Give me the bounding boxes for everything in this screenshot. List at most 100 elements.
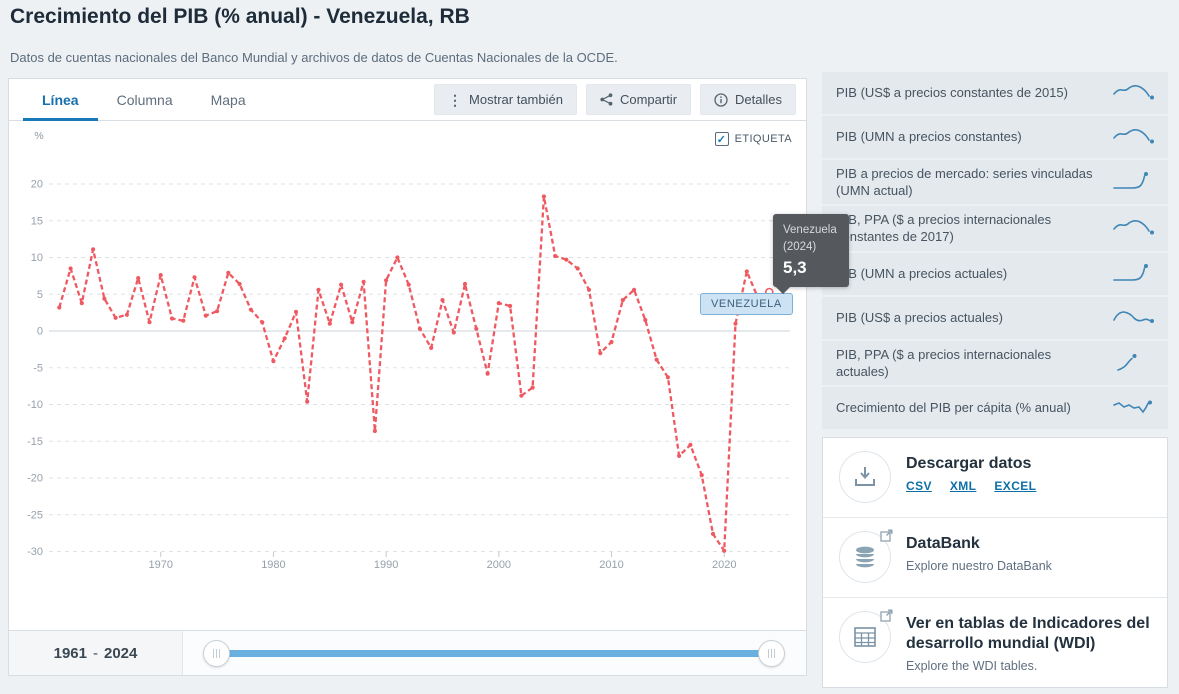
data-point[interactable]	[406, 282, 411, 287]
download-link-excel[interactable]: EXCEL	[994, 479, 1037, 493]
databank-section[interactable]: DataBank Explore nuestro DataBank	[823, 517, 1167, 597]
download-link-csv[interactable]: CSV	[906, 479, 932, 493]
data-point[interactable]	[598, 351, 603, 356]
data-point[interactable]	[508, 303, 513, 309]
sidebar-item-pib-ppa-a-precios-internacionales-actual[interactable]: PIB, PPA ($ a precios internacionales ac…	[822, 340, 1168, 385]
tab-columna[interactable]: Columna	[116, 92, 173, 108]
data-point[interactable]	[395, 255, 400, 260]
data-point[interactable]	[530, 385, 535, 390]
data-point[interactable]	[609, 339, 614, 345]
tab-mapa[interactable]: Mapa	[210, 92, 246, 108]
indicator-label: PIB (US$ a precios actuales)	[836, 310, 1003, 326]
data-point[interactable]	[575, 266, 580, 271]
data-point[interactable]	[553, 253, 558, 259]
indicator-label: PIB a precios de mercado: series vincula…	[836, 166, 1093, 199]
data-point[interactable]	[282, 336, 287, 341]
data-point[interactable]	[632, 287, 637, 292]
year-range-label: 1961 - 2024	[9, 631, 183, 675]
data-point[interactable]	[91, 247, 96, 252]
sidebar-item-crecimiento-del-pib-per-capita-anual[interactable]: Crecimiento del PIB per cápita (% anual)	[822, 386, 1168, 429]
data-point[interactable]	[113, 315, 118, 320]
data-point[interactable]	[169, 316, 175, 321]
data-point[interactable]	[181, 318, 186, 323]
data-point[interactable]	[654, 357, 659, 362]
data-point[interactable]	[384, 278, 389, 283]
data-point[interactable]	[361, 279, 366, 284]
data-point[interactable]	[124, 312, 129, 317]
slider-handle-right[interactable]	[758, 640, 785, 667]
data-point[interactable]	[68, 266, 73, 271]
compartir-button[interactable]: Compartir	[585, 84, 692, 115]
data-point[interactable]	[643, 317, 648, 323]
data-point[interactable]	[541, 194, 547, 199]
line-chart[interactable]: % 20 15 10 5 0 -5 -10 -15 -20 -25 -30 1970 1980 1990 20…	[9, 121, 806, 632]
data-point[interactable]	[474, 326, 479, 331]
data-point[interactable]	[733, 321, 738, 326]
data-point[interactable]	[485, 371, 490, 376]
data-point[interactable]	[248, 307, 253, 312]
database-icon	[856, 546, 874, 568]
tab-linea[interactable]: Línea	[23, 79, 98, 121]
data-point[interactable]	[147, 320, 152, 325]
data-point[interactable]	[215, 309, 220, 314]
ver-en-tablas-de-indicadores-del-desarrollo-mundial-wdi-section[interactable]: Ver en tablas de Indicadores del desarro…	[823, 597, 1167, 687]
detalles-button[interactable]: Detalles	[700, 84, 796, 115]
sidebar-item-pib-umn-a-precios-actuales[interactable]: PIB (UMN a precios actuales)	[822, 252, 1168, 295]
data-point[interactable]	[158, 273, 163, 278]
data-point[interactable]	[620, 298, 625, 303]
slider-handle-left[interactable]	[203, 640, 230, 667]
data-point[interactable]	[710, 531, 716, 536]
data-point[interactable]	[57, 305, 62, 310]
data-point[interactable]	[677, 453, 682, 458]
data-point[interactable]	[305, 399, 310, 404]
data-point[interactable]	[192, 275, 197, 280]
data-point[interactable]	[293, 309, 299, 314]
sidebar-item-pib-ppa-a-precios-internacionales-consta[interactable]: PIB, PPA ($ a precios internacionales co…	[822, 206, 1168, 251]
x-tick-label: 2020	[712, 559, 736, 571]
data-point[interactable]	[462, 281, 468, 287]
data-point[interactable]	[417, 326, 422, 331]
data-point[interactable]	[564, 257, 569, 262]
data-point[interactable]	[496, 301, 501, 306]
data-point[interactable]	[136, 276, 141, 281]
data-point[interactable]	[203, 313, 208, 318]
slider-track[interactable]	[216, 650, 769, 657]
mostrar-tambien-button[interactable]: ⋮ Mostrar también	[434, 84, 577, 115]
data-point[interactable]	[271, 359, 276, 364]
data-point[interactable]	[372, 428, 377, 434]
data-point[interactable]	[586, 287, 592, 292]
tooltip-country: Venezuela	[783, 224, 837, 236]
data-point[interactable]	[237, 281, 242, 287]
data-point[interactable]	[688, 442, 693, 447]
data-point[interactable]	[699, 473, 704, 478]
data-point[interactable]	[429, 345, 434, 350]
data-point[interactable]	[744, 269, 749, 274]
data-point[interactable]	[327, 321, 332, 326]
indicator-label: PIB (UMN a precios constantes)	[836, 129, 1022, 145]
sidebar-item-pib-us-a-precios-constantes-de-2015[interactable]: PIB (US$ a precios constantes de 2015)	[822, 72, 1168, 114]
sidebar-item-pib-a-precios-de-mercado-series-vinculad[interactable]: PIB a precios de mercado: series vincula…	[822, 160, 1168, 205]
data-point[interactable]	[519, 393, 524, 398]
sidebar-item-pib-umn-a-precios-constantes[interactable]: PIB (UMN a precios constantes)	[822, 116, 1168, 158]
data-point[interactable]	[451, 330, 456, 335]
data-point[interactable]	[226, 270, 231, 275]
series-label-venezuela[interactable]: VENEZUELA	[700, 293, 793, 315]
sidebar-item-pib-us-a-precios-actuales[interactable]: PIB (US$ a precios actuales)	[822, 296, 1168, 339]
descargar-datos-section[interactable]: Descargar datos CSV XML EXCEL	[823, 438, 1167, 517]
gdp-growth-line[interactable]	[58, 195, 770, 552]
sparkline-wave-down-icon	[1113, 128, 1154, 144]
data-point[interactable]	[339, 282, 344, 287]
label-toggle-checkbox[interactable]: ✓ ETIQUETA	[714, 132, 792, 146]
data-point[interactable]	[79, 301, 84, 306]
data-point[interactable]	[722, 548, 727, 553]
download-links: CSV XML EXCEL	[906, 479, 1036, 493]
data-point[interactable]	[260, 320, 265, 325]
data-point[interactable]	[665, 375, 671, 380]
data-point[interactable]	[102, 296, 107, 301]
data-point[interactable]	[350, 320, 355, 325]
data-point[interactable]	[440, 298, 445, 303]
section-content: Ver en tablas de Indicadores del desarro…	[906, 611, 1151, 673]
data-point[interactable]	[316, 287, 321, 292]
download-link-xml[interactable]: XML	[949, 479, 977, 493]
year-range-slider[interactable]	[183, 631, 806, 675]
